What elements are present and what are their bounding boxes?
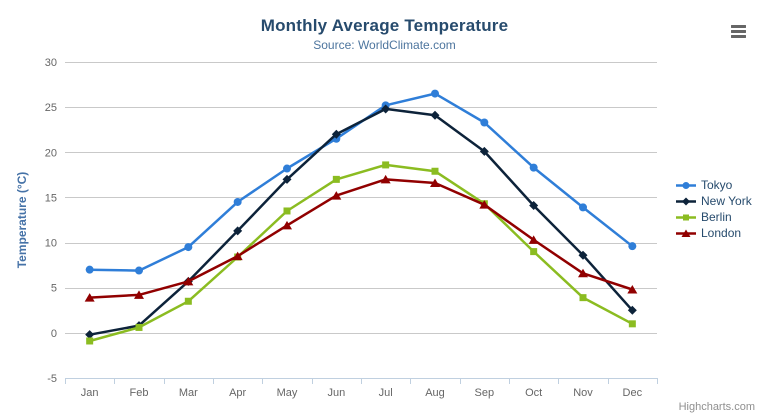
- point-london-sep[interactable]: [479, 200, 490, 209]
- x-axis-label: Sep: [475, 387, 495, 399]
- x-axis-ticks: [65, 378, 658, 384]
- gridlines: [65, 62, 657, 379]
- triangle-marker-icon: [681, 229, 691, 237]
- point-london-nov[interactable]: [578, 268, 588, 278]
- x-axis-label: Nov: [573, 387, 593, 399]
- y-axis-label: 15: [45, 192, 57, 204]
- series-new-york: [85, 104, 637, 340]
- x-axis-label: Mar: [179, 387, 198, 399]
- x-axis-label: Oct: [525, 387, 542, 399]
- y-axis-label: 20: [45, 147, 57, 159]
- x-axis-label: Apr: [229, 387, 246, 399]
- point-new-york-apr[interactable]: [233, 226, 243, 236]
- point-tokyo-jan[interactable]: [85, 265, 94, 274]
- legend-item-london[interactable]: London: [676, 225, 752, 241]
- y-axis-label: 5: [51, 283, 57, 295]
- point-tokyo-oct[interactable]: [529, 163, 538, 172]
- point-berlin-nov[interactable]: [579, 294, 587, 302]
- legend-label-tokyo: Tokyo: [701, 178, 733, 192]
- point-tokyo-feb[interactable]: [135, 266, 143, 275]
- point-berlin-mar[interactable]: [184, 297, 192, 305]
- legend-item-new-york[interactable]: New York: [676, 193, 752, 209]
- y-axis-label: 25: [45, 102, 57, 114]
- series-tokyo: [85, 89, 637, 275]
- point-new-york-oct[interactable]: [529, 201, 539, 211]
- point-new-york-jan[interactable]: [85, 330, 95, 340]
- point-london-mar[interactable]: [183, 276, 194, 286]
- series-line-new-york[interactable]: [88, 107, 634, 336]
- series-london: [84, 174, 638, 302]
- legend-item-berlin[interactable]: Berlin: [676, 209, 752, 225]
- highcharts-credit[interactable]: Highcharts.com: [678, 401, 755, 413]
- point-tokyo-dec[interactable]: [628, 242, 637, 251]
- point-berlin-jun[interactable]: [332, 175, 340, 183]
- y-axis-label: -5: [47, 373, 57, 385]
- legend-label-new-york: New York: [701, 194, 752, 208]
- point-new-york-nov[interactable]: [578, 250, 588, 260]
- point-new-york-dec[interactable]: [627, 305, 637, 315]
- point-berlin-oct[interactable]: [530, 248, 538, 256]
- y-axis-label: 10: [45, 238, 57, 250]
- point-new-york-aug[interactable]: [430, 110, 440, 120]
- triangle-marker-icon: [676, 229, 696, 237]
- point-tokyo-nov[interactable]: [579, 203, 587, 212]
- point-tokyo-sep[interactable]: [480, 118, 489, 127]
- point-tokyo-mar[interactable]: [184, 243, 193, 252]
- point-london-jun[interactable]: [331, 191, 342, 200]
- x-axis-label: Aug: [425, 387, 445, 399]
- point-tokyo-apr[interactable]: [233, 197, 242, 206]
- point-berlin-aug[interactable]: [431, 167, 439, 175]
- x-axis-label: Jun: [327, 387, 345, 399]
- square-marker-icon: [683, 214, 689, 220]
- y-axis-title: Temperature (°C): [15, 172, 29, 269]
- point-berlin-jan[interactable]: [86, 337, 94, 345]
- point-berlin-jul[interactable]: [382, 161, 390, 169]
- y-axis-label: 30: [45, 57, 57, 69]
- legend-item-tokyo[interactable]: Tokyo: [676, 177, 752, 193]
- point-tokyo-aug[interactable]: [431, 89, 439, 98]
- series-line-london[interactable]: [88, 178, 634, 299]
- point-berlin-dec[interactable]: [628, 320, 636, 328]
- circle-marker-icon: [676, 181, 696, 189]
- point-new-york-may[interactable]: [282, 174, 292, 184]
- point-london-apr[interactable]: [232, 251, 243, 261]
- square-marker-icon: [676, 214, 696, 220]
- point-berlin-feb[interactable]: [135, 323, 143, 331]
- legend-label-london: London: [701, 226, 742, 240]
- point-london-jul[interactable]: [380, 174, 391, 184]
- point-new-york-jul[interactable]: [381, 104, 391, 114]
- x-axis-label: Jul: [379, 387, 393, 399]
- point-london-may[interactable]: [282, 220, 292, 230]
- x-axis-label: Feb: [130, 387, 149, 399]
- diamond-marker-icon: [676, 197, 696, 205]
- point-new-york-sep[interactable]: [479, 146, 489, 156]
- point-london-dec[interactable]: [627, 285, 638, 294]
- hamburger-icon: [731, 35, 746, 38]
- x-axis-label: Jan: [81, 387, 99, 399]
- point-berlin-may[interactable]: [283, 207, 291, 215]
- x-axis-label: May: [277, 387, 298, 399]
- point-london-jan[interactable]: [84, 293, 95, 302]
- context-menu-button[interactable]: [731, 25, 746, 38]
- point-london-aug[interactable]: [430, 178, 440, 187]
- circle-marker-icon: [682, 181, 690, 189]
- legend: Tokyo New York Berlin London: [676, 177, 752, 241]
- point-tokyo-may[interactable]: [283, 164, 291, 173]
- point-new-york-jun[interactable]: [331, 129, 341, 139]
- legend-label-berlin: Berlin: [701, 210, 732, 224]
- x-axis-label: Dec: [623, 387, 643, 399]
- y-axis-label: 0: [51, 328, 57, 340]
- point-london-oct[interactable]: [528, 235, 539, 244]
- hamburger-icon: [731, 25, 746, 28]
- diamond-marker-icon: [682, 197, 690, 205]
- series-line-berlin[interactable]: [88, 163, 634, 343]
- chart-subtitle: Source: WorldClimate.com: [313, 38, 456, 52]
- chart-title: Monthly Average Temperature: [260, 16, 509, 35]
- point-london-feb[interactable]: [134, 290, 144, 299]
- hamburger-icon: [731, 30, 746, 33]
